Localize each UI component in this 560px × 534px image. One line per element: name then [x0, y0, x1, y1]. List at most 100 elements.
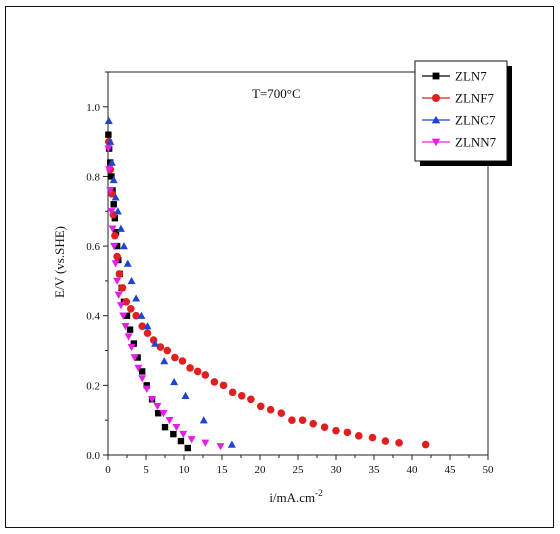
data-point: [421, 440, 430, 449]
data-point: [159, 410, 168, 418]
data-point: [116, 224, 125, 232]
data-point: [122, 298, 131, 306]
data-point: [160, 356, 169, 365]
data-point: [113, 242, 121, 250]
data-point: [332, 426, 340, 435]
data-point: [134, 364, 143, 372]
data-point: [148, 396, 157, 404]
data-point: [124, 333, 133, 341]
x-tick-label: 25: [293, 464, 305, 476]
data-point: [113, 252, 121, 261]
data-point: [138, 322, 146, 330]
data-point: [132, 311, 140, 320]
legend-marker: [431, 138, 441, 147]
data-point: [177, 437, 185, 445]
data-point: [108, 225, 117, 233]
data-point: [199, 416, 208, 424]
data-point: [121, 322, 130, 331]
legend-marker: [431, 115, 441, 124]
legend-marker: [432, 94, 440, 102]
data-point: [288, 416, 296, 424]
x-tick-label: 35: [369, 464, 381, 476]
data-point: [113, 207, 122, 215]
data-point: [161, 423, 169, 431]
data-point: [113, 277, 122, 285]
data-point: [247, 395, 255, 404]
data-point: [127, 276, 136, 285]
x-tick-label: 0: [105, 464, 111, 476]
data-point: [381, 437, 390, 445]
data-point: [143, 322, 152, 330]
data-point: [151, 339, 160, 347]
data-point: [355, 432, 363, 440]
data-point: [111, 193, 120, 201]
x-axis-title-main: i/mA.cm: [269, 490, 315, 505]
y-tick-label: 0.4: [86, 311, 100, 323]
data-point: [266, 405, 275, 414]
data-point: [256, 402, 265, 411]
data-point: [108, 173, 115, 180]
data-point: [210, 378, 219, 386]
y-tick-label: 0.8: [86, 171, 100, 183]
data-point: [184, 444, 191, 452]
data-point: [114, 291, 123, 299]
data-point: [106, 187, 115, 195]
x-tick-label: 15: [217, 464, 229, 476]
legend-label: ZLNN7: [455, 135, 497, 150]
data-point: [142, 385, 151, 393]
data-point: [104, 116, 113, 124]
x-tick-label: 5: [143, 464, 149, 476]
data-point: [111, 231, 119, 240]
data-point: [181, 391, 190, 400]
data-point: [219, 381, 228, 390]
data-point: [153, 403, 162, 411]
x-tick-label: 20: [255, 464, 267, 476]
data-point: [298, 416, 307, 424]
data-point: [105, 131, 112, 138]
data-point: [171, 353, 179, 362]
x-tick-label: 45: [445, 464, 457, 476]
data-point: [237, 392, 246, 400]
data-point: [106, 137, 115, 145]
data-point: [193, 367, 202, 376]
y-tick-label: 1.0: [86, 102, 100, 114]
data-point: [395, 439, 403, 447]
y-tick-label: 0.6: [86, 241, 100, 253]
data-point: [170, 430, 177, 438]
legend-label: ZLN7: [455, 69, 487, 84]
data-point: [156, 343, 165, 351]
legend: ZLN7 ZLNF7 ZLNC7 ZLNN7: [414, 60, 512, 166]
data-point: [110, 242, 119, 251]
data-point: [179, 430, 188, 439]
data-point: [143, 329, 152, 337]
data-point: [343, 428, 352, 437]
data-point: [127, 304, 135, 313]
data-point: [115, 270, 124, 278]
data-point: [107, 158, 116, 166]
data-point: [320, 423, 329, 431]
temperature-annotation: T=700°C: [252, 86, 301, 101]
data-point: [216, 443, 225, 451]
series-zlnc7: [104, 116, 236, 448]
data-point: [228, 388, 237, 397]
data-point: [123, 312, 131, 319]
y-axis-title: E/V (vs.SHE): [52, 226, 67, 298]
x-axis-title: i/mA.cm-2: [269, 488, 322, 505]
data-point: [126, 326, 134, 333]
data-point: [186, 364, 194, 372]
data-point: [201, 439, 210, 447]
data-point: [116, 302, 125, 310]
data-point: [227, 440, 236, 448]
data-point: [187, 436, 196, 444]
series-zlnn7: [104, 145, 225, 451]
series-zln7: [105, 131, 191, 452]
x-tick-label: 50: [483, 464, 495, 476]
x-axis-title-sup: -2: [315, 488, 323, 498]
data-point: [123, 259, 132, 267]
data-point: [172, 423, 181, 432]
data-point: [130, 340, 138, 347]
y-tick-label: 0.0: [86, 450, 100, 462]
data-point: [138, 375, 147, 383]
data-point: [178, 357, 187, 365]
data-point: [127, 343, 136, 352]
